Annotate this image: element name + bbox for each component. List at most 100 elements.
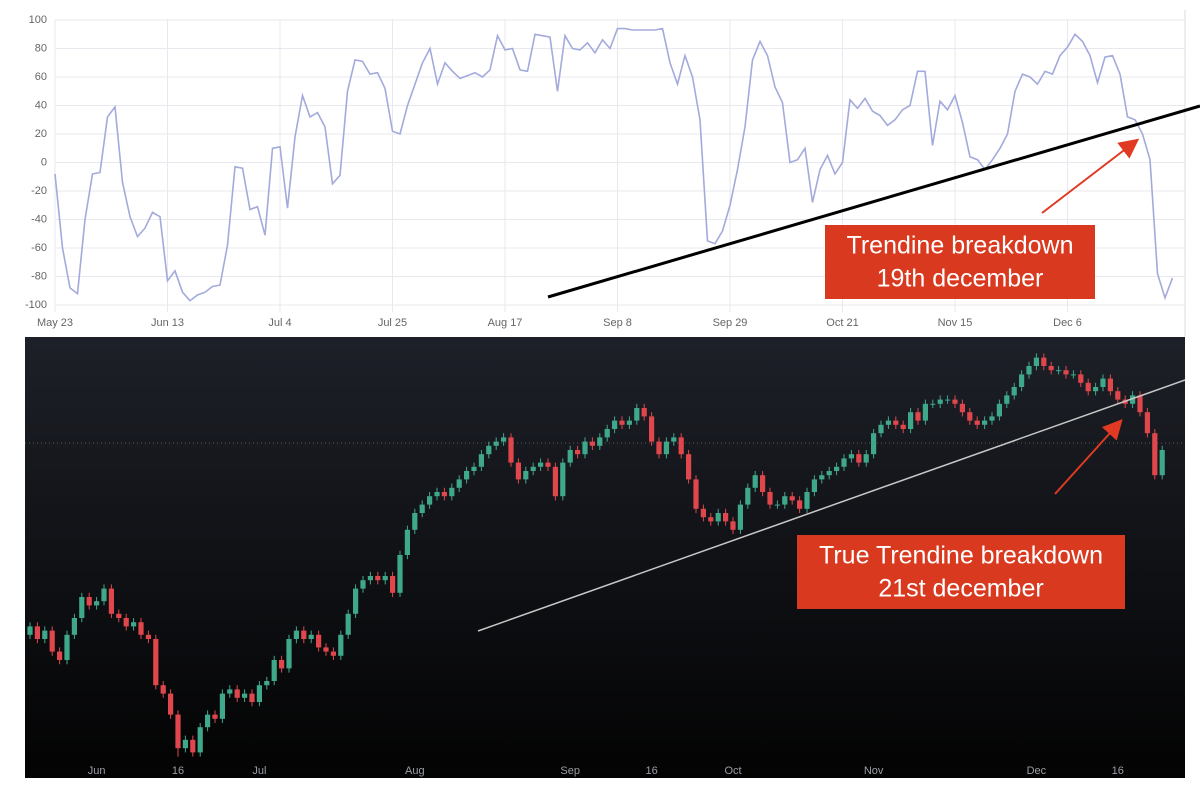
candle-body: [656, 441, 662, 455]
annotation: 19th december: [877, 265, 1044, 293]
annotation: 21st december: [878, 575, 1043, 603]
candle-body: [1152, 433, 1158, 476]
candle-body: [182, 739, 188, 749]
trendline: [477, 379, 1186, 632]
candle-body: [797, 500, 803, 509]
candle-body: [841, 458, 847, 467]
annotation-box: [825, 225, 1095, 299]
x-tick-label: Jul: [252, 765, 266, 777]
candle-body: [649, 416, 655, 442]
candle-body: [552, 466, 558, 497]
candle-body: [538, 462, 544, 467]
candle-body: [612, 420, 618, 429]
candle-body: [212, 714, 218, 719]
candle-body: [723, 513, 729, 522]
candle-body: [234, 689, 240, 698]
candle-body: [974, 420, 980, 425]
x-tick-label: 16: [172, 765, 184, 777]
x-tick-label: Sep: [560, 765, 580, 777]
candle-body: [826, 471, 832, 476]
candle-body: [286, 639, 292, 669]
candle-body: [256, 685, 262, 702]
y-tick-label: 100: [29, 14, 47, 26]
candle-body: [486, 445, 492, 455]
candle-body: [249, 693, 255, 702]
arrow: [1054, 419, 1123, 495]
candle-body: [515, 462, 521, 480]
candle-body: [915, 412, 921, 421]
candle-body: [730, 521, 736, 530]
candle-body: [626, 420, 632, 425]
candle-body: [205, 714, 211, 728]
candle-body: [767, 492, 773, 505]
candle-body: [71, 618, 77, 635]
candle-body: [952, 399, 958, 404]
candle-body: [737, 504, 743, 530]
candle-body: [382, 576, 388, 581]
candle-body: [242, 693, 248, 698]
candle-body: [686, 454, 692, 480]
candle-body: [804, 492, 810, 509]
candle-body: [101, 588, 107, 602]
candle-body: [848, 454, 854, 459]
candle-body: [1026, 366, 1032, 375]
candle-body: [819, 475, 825, 480]
x-tick-label: 16: [645, 765, 657, 777]
candle-body: [834, 466, 840, 471]
candle-body: [264, 681, 270, 686]
candle-body: [471, 466, 477, 471]
candle-body: [367, 576, 373, 581]
candle-body: [508, 437, 514, 463]
candle-body: [641, 408, 647, 417]
candle-body: [678, 437, 684, 455]
candle-body: [160, 685, 166, 694]
x-tick-label: Oct 21: [826, 317, 858, 329]
candle-body: [145, 634, 151, 639]
candle-body: [982, 420, 988, 425]
candle-body: [930, 403, 936, 405]
candle-body: [86, 597, 92, 606]
x-tick-label: May 23: [37, 317, 73, 329]
candle-body: [752, 475, 758, 488]
y-tick-label: -100: [25, 299, 47, 311]
candle-body: [1107, 378, 1113, 392]
x-tick-label: Oct: [724, 765, 741, 777]
x-tick-label: Dec 6: [1053, 317, 1082, 329]
candle-body: [108, 588, 114, 614]
candle-body: [967, 412, 973, 421]
candle-body: [1130, 395, 1136, 404]
candle-body: [441, 492, 447, 497]
candle-body: [123, 618, 129, 627]
candle-body: [1063, 370, 1069, 375]
annotation: Trendine breakdown: [847, 232, 1074, 260]
candle-body: [523, 471, 529, 480]
candle-body: [175, 714, 181, 749]
candle-body: [42, 630, 48, 639]
candle-body: [1093, 387, 1099, 392]
candle-body: [153, 639, 159, 686]
candle-body: [878, 424, 884, 434]
y-tick-label: -80: [31, 270, 47, 282]
candle-body: [271, 660, 277, 681]
candle-body: [360, 580, 366, 589]
candle-body: [345, 613, 351, 635]
candle-body: [478, 454, 484, 467]
candle-body: [456, 479, 462, 488]
candle-body: [404, 529, 410, 555]
candle-body: [811, 479, 817, 492]
candle-body: [1115, 391, 1121, 400]
candle-body: [34, 626, 40, 639]
candle-body: [560, 462, 566, 497]
x-tick-label: 16: [1112, 765, 1124, 777]
annotation: True Trendine breakdown: [819, 542, 1103, 570]
y-tick-label: 40: [35, 99, 47, 111]
candle-body: [1048, 366, 1054, 371]
y-tick-label: -20: [31, 185, 47, 197]
candle-body: [353, 588, 359, 614]
candle-body: [308, 634, 314, 639]
candle-body: [168, 693, 174, 715]
x-tick-label: Nov: [864, 765, 884, 777]
candle-body: [57, 651, 63, 660]
candle-body: [893, 420, 899, 425]
x-tick-label: Aug: [405, 765, 425, 777]
